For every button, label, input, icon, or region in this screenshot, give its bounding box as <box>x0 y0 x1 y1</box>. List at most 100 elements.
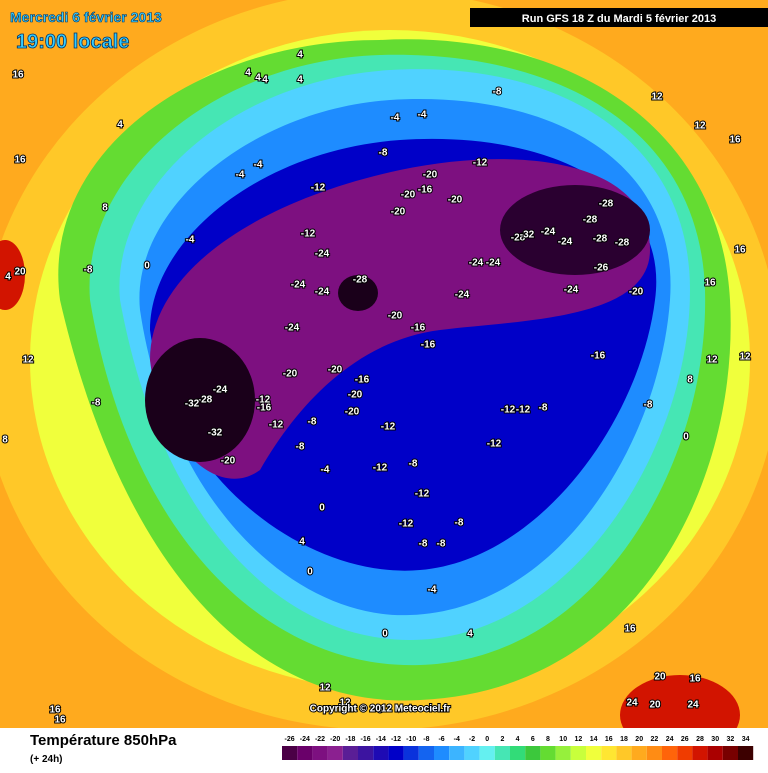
scale-swatch <box>601 746 617 760</box>
scale-tick-label: -24 <box>300 736 310 743</box>
contour-label: 4 <box>245 68 251 79</box>
contour-label: -16 <box>418 185 433 196</box>
scale-swatch <box>479 746 495 760</box>
scale-swatch <box>449 746 465 760</box>
contour-label: 8 <box>687 375 693 386</box>
contour-label: -28 <box>353 275 368 286</box>
scale-tick-label: 14 <box>590 736 598 743</box>
contour-label: -20 <box>283 369 298 380</box>
contour-label: 12 <box>22 355 34 366</box>
time-label: 19:00 locale <box>16 31 129 53</box>
scale-swatch <box>510 746 526 760</box>
scale-swatch <box>297 746 313 760</box>
scale-tick-label: 16 <box>605 736 613 743</box>
contour-label: -16 <box>411 323 426 334</box>
contour-label: 16 <box>734 245 746 256</box>
contour-label: -20 <box>348 390 363 401</box>
scale-swatch <box>555 746 571 760</box>
contour-label: 4 <box>297 50 303 61</box>
contour-label: -8 <box>419 539 428 550</box>
footer-title: Température 850hPa <box>30 732 177 749</box>
contour-label: -12 <box>487 439 502 450</box>
contour-label: 4 <box>297 75 303 86</box>
scale-tick-label: -10 <box>406 736 416 743</box>
scale-swatch <box>722 746 738 760</box>
contour-label: 8 <box>377 705 383 716</box>
contour-label: -12 <box>516 405 531 416</box>
contour-label: -28 <box>198 395 213 406</box>
contour-label: 12 <box>339 698 351 709</box>
contour-label: -32 <box>185 399 200 410</box>
contour-label: -4 <box>321 465 330 476</box>
contour-label: -12 <box>373 463 388 474</box>
run-box <box>470 8 768 27</box>
scale-swatch <box>570 746 586 760</box>
scale-tick-label: 20 <box>635 736 643 743</box>
scale-tick-label: 26 <box>681 736 689 743</box>
contour-label: 16 <box>14 155 26 166</box>
contour-label: 4 <box>262 75 268 86</box>
scale-swatch <box>525 746 541 760</box>
date-label: Mercredi 6 février 2013 <box>10 9 162 25</box>
contour-label: -8 <box>296 442 305 453</box>
contour-label: 16 <box>624 624 636 635</box>
contour-label: 8 <box>102 203 108 214</box>
contour-label: 12 <box>319 683 331 694</box>
scale-tick-label: 22 <box>651 736 659 743</box>
scale-tick-label: -12 <box>391 736 401 743</box>
scale-tick-label: -16 <box>361 736 371 743</box>
contour-label: -28 <box>615 238 630 249</box>
scale-tick-label: 30 <box>711 736 719 743</box>
scale-tick-label: 0 <box>485 736 489 743</box>
contour-label: -12 <box>301 229 316 240</box>
scale-tick-label: -20 <box>330 736 340 743</box>
contour-label: -20 <box>328 365 343 376</box>
contour-label: -8 <box>92 398 101 409</box>
scale-swatch <box>282 746 298 760</box>
contour-label: -24 <box>564 285 579 296</box>
contour-label: 0 <box>319 503 325 514</box>
scale-swatch <box>662 746 678 760</box>
scale-swatch <box>738 746 754 760</box>
scale-tick-label: -2 <box>469 736 475 743</box>
scale-tick-label: 32 <box>727 736 735 743</box>
contour-label: 16 <box>49 705 61 716</box>
contour-label: -24 <box>285 323 300 334</box>
contour-label: -8 <box>539 403 548 414</box>
scale-tick-label: -4 <box>454 736 460 743</box>
contour-label: 16 <box>729 135 741 146</box>
contour-label: -12 <box>256 395 271 406</box>
contour-label: 24 <box>626 698 638 709</box>
contour-label: -24 <box>315 287 330 298</box>
contour-label: -8 <box>437 539 446 550</box>
contour-label: -26 <box>594 263 609 274</box>
contour-label: -20 <box>401 190 416 201</box>
contour-label: -12 <box>473 158 488 169</box>
scale-tick-label: 6 <box>531 736 535 743</box>
contour-label: -28 <box>583 215 598 226</box>
contour-label: -4 <box>428 585 437 596</box>
scale-tick-label: 24 <box>666 736 674 743</box>
contour-label: -8 <box>455 518 464 529</box>
contour-label: -8 <box>644 400 653 411</box>
zone-coldest <box>500 185 650 275</box>
contour-label: -4 <box>391 113 400 124</box>
contour-label: -24 <box>469 258 484 269</box>
contour-label: 12 <box>739 352 751 363</box>
scale-tick-label: 4 <box>516 736 520 743</box>
contour-label: -24 <box>315 249 330 260</box>
contour-label: 20 <box>654 672 666 683</box>
scale-tick-label: 18 <box>620 736 628 743</box>
contour-label: 24 <box>687 700 699 711</box>
contour-label: -12 <box>501 405 516 416</box>
contour-label: 0 <box>307 567 313 578</box>
contour-label: 8 <box>2 435 8 446</box>
scale-swatch <box>327 746 343 760</box>
scale-swatch <box>312 746 328 760</box>
scale-swatch <box>373 746 389 760</box>
scale-swatch <box>586 746 602 760</box>
scale-tick-label: -22 <box>315 736 325 743</box>
contour-label: 4 <box>299 537 305 548</box>
